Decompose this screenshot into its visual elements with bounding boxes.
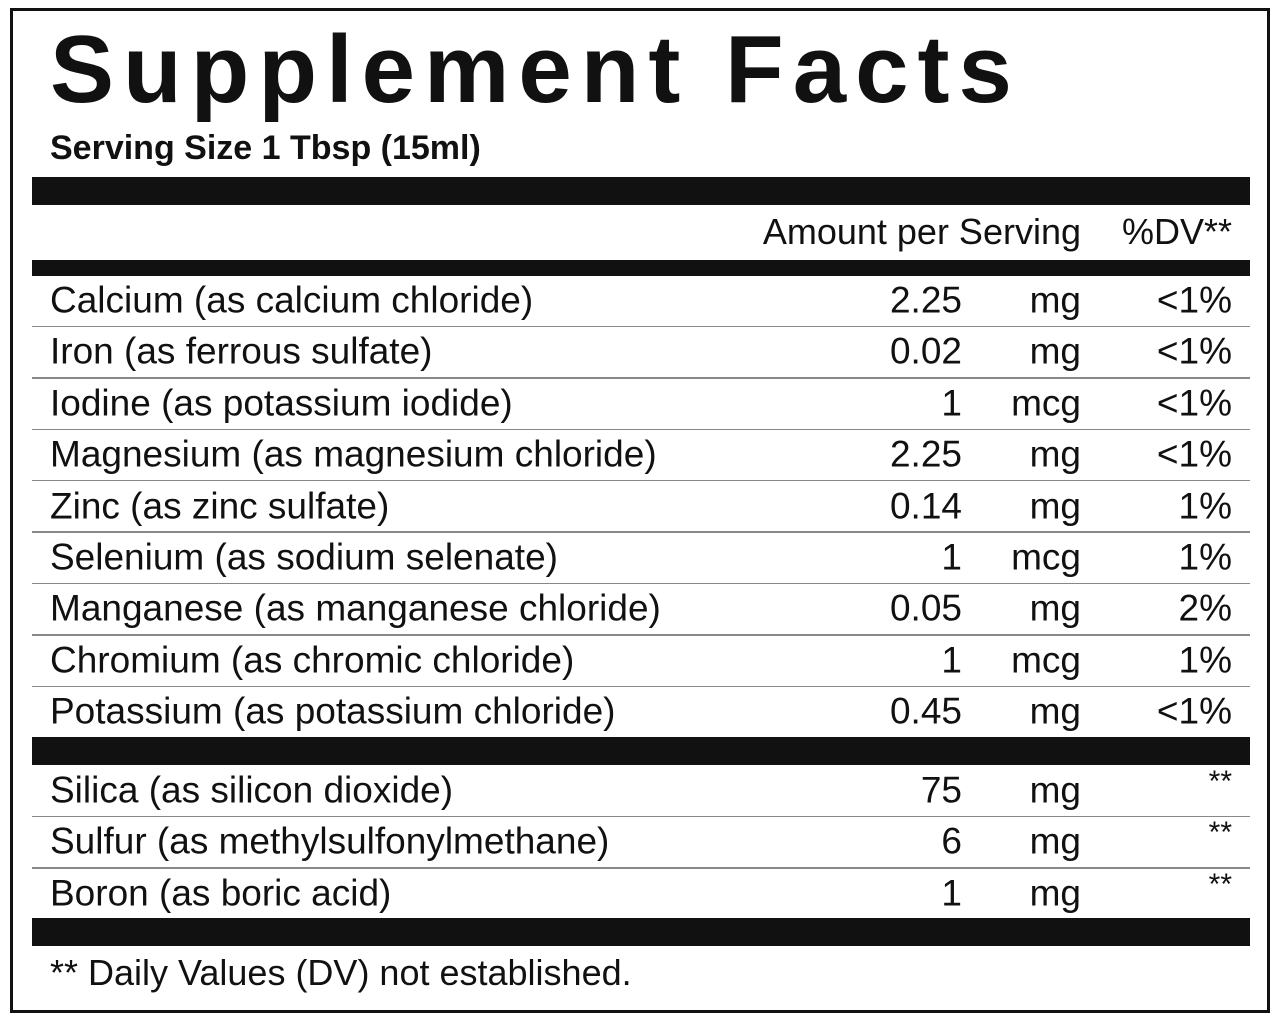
daily-value: 1% xyxy=(1178,639,1232,681)
amount: 1 xyxy=(941,872,962,914)
daily-value: <1% xyxy=(1156,279,1232,321)
nutrient-name: Iron (as ferrous sulfate) xyxy=(50,330,433,372)
amount: 75 xyxy=(920,769,962,811)
row-rule xyxy=(32,867,1250,869)
column-header: Amount per Serving xyxy=(762,211,1081,252)
nutrient-name: Silica (as silicon dioxide) xyxy=(50,769,454,811)
daily-value: <1% xyxy=(1156,690,1232,732)
divider xyxy=(32,737,1250,765)
amount: 2.25 xyxy=(889,433,962,475)
nutrient-name: Selenium (as sodium selenate) xyxy=(50,536,558,578)
footnote: ** Daily Values (DV) not established. xyxy=(50,952,632,993)
row-rule xyxy=(32,634,1250,636)
divider xyxy=(32,918,1250,946)
amount: 2.25 xyxy=(889,279,962,321)
nutrient-name: Boron (as boric acid) xyxy=(50,872,392,914)
daily-value: <1% xyxy=(1156,382,1232,424)
unit: mg xyxy=(1029,279,1081,321)
row-rule xyxy=(32,531,1250,533)
unit: mg xyxy=(1029,587,1081,629)
row-rule xyxy=(32,815,1250,818)
daily-value: 2% xyxy=(1178,587,1232,629)
daily-value: <1% xyxy=(1156,330,1232,372)
divider xyxy=(32,177,1250,205)
row-rule xyxy=(32,325,1250,328)
unit: mg xyxy=(1029,820,1081,862)
nutrient-name: Chromium (as chromic chloride) xyxy=(50,639,575,681)
nutrient-name: Manganese (as manganese chloride) xyxy=(50,587,661,629)
nutrient-name: Iodine (as potassium iodide) xyxy=(50,382,513,424)
daily-value: <1% xyxy=(1156,433,1232,475)
unit: mg xyxy=(1029,330,1081,372)
nutrient-name: Magnesium (as magnesium chloride) xyxy=(50,433,657,475)
daily-value: 1% xyxy=(1178,536,1232,578)
amount: 1 xyxy=(941,536,962,578)
amount: 0.14 xyxy=(889,485,962,527)
amount: 0.05 xyxy=(889,587,962,629)
row-rule xyxy=(32,582,1250,585)
amount: 6 xyxy=(941,820,962,862)
title: Supplement Facts xyxy=(50,16,1021,123)
unit: mg xyxy=(1029,485,1081,527)
daily-value: ** xyxy=(1208,867,1232,901)
row-rule xyxy=(32,479,1250,482)
unit: mcg xyxy=(1011,536,1081,578)
amount: 0.45 xyxy=(889,690,962,732)
amount: 1 xyxy=(941,639,962,681)
row-rule xyxy=(32,685,1250,687)
amount: 0.02 xyxy=(889,330,962,372)
nutrient-name: Zinc (as zinc sulfate) xyxy=(50,485,390,527)
label-border xyxy=(10,8,1270,1013)
daily-value: ** xyxy=(1208,765,1232,798)
nutrient-name: Potassium (as potassium chloride) xyxy=(50,690,616,732)
unit: mg xyxy=(1029,433,1081,475)
unit: mg xyxy=(1029,690,1081,732)
amount: 1 xyxy=(941,382,962,424)
column-header: %DV** xyxy=(1121,211,1232,252)
divider xyxy=(32,260,1250,276)
daily-value: ** xyxy=(1208,816,1232,850)
row-rule xyxy=(32,428,1250,430)
unit: mg xyxy=(1029,769,1081,811)
nutrient-name: Calcium (as calcium chloride) xyxy=(50,279,534,321)
unit: mcg xyxy=(1011,382,1081,424)
nutrient-name: Sulfur (as methylsulfonylmethane) xyxy=(50,820,610,862)
daily-value: 1% xyxy=(1178,485,1232,527)
unit: mg xyxy=(1029,872,1081,914)
row-rule xyxy=(32,377,1250,379)
serving-size: Serving Size 1 Tbsp (15ml) xyxy=(50,129,481,167)
unit: mcg xyxy=(1011,639,1081,681)
